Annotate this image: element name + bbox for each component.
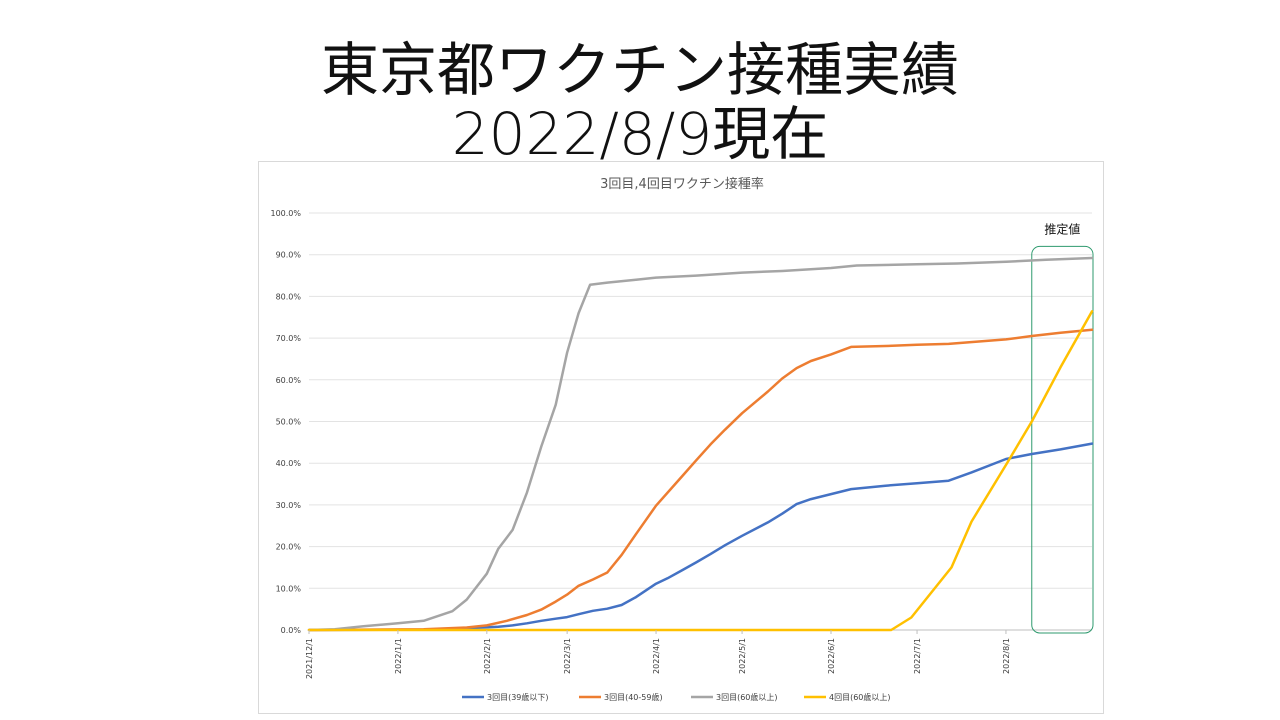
legend-label: 3回目(40-59歳): [604, 692, 663, 702]
series-line-1: [307, 442, 1094, 632]
estimate-label: 推定値: [1044, 221, 1080, 236]
slide-title-line1: 東京都ワクチン接種実績: [320, 36, 959, 104]
legend-label: 3回目(60歳以上): [716, 692, 778, 702]
y-tick-label: 80.0%: [276, 292, 302, 301]
x-tick-label: 2022/4/1: [652, 638, 661, 674]
x-tick-label: 2021/12/1: [305, 638, 314, 679]
y-tick-label: 0.0%: [281, 626, 302, 635]
legend: 3回目(39歳以下) 3回目(40-59歳) 3回目(60歳以上) 4回目(60歳以上…: [462, 692, 891, 702]
y-tick-label: 60.0%: [276, 376, 302, 385]
series-line-2: [307, 328, 1094, 632]
x-tick-label: 2022/8/1: [1002, 638, 1011, 674]
series-lines: [307, 256, 1094, 632]
x-tick-label: 2022/7/1: [913, 638, 922, 674]
x-tick-label: 2022/1/1: [394, 638, 403, 674]
chart-frame: 3回目,4回目ワクチン接種率 推定値 0.0% 10.0% 20.0% 30.0% 40…: [258, 161, 1104, 714]
chart-title: 3回目,4回目ワクチン接種率: [600, 176, 764, 192]
legend-label: 3回目(39歳以下): [487, 692, 549, 702]
y-tick-label: 30.0%: [276, 501, 302, 510]
y-tick-label: 40.0%: [276, 459, 302, 468]
line-chart: 3回目,4回目ワクチン接種率 推定値 0.0% 10.0% 20.0% 30.0% 40…: [270, 176, 1094, 702]
legend-label: 4回目(60歳以上): [829, 692, 891, 702]
x-tick-label: 2022/3/1: [563, 638, 572, 674]
series-line-4: [307, 310, 1094, 632]
gridlines: [309, 212, 1092, 631]
y-tick-label: 20.0%: [276, 543, 302, 552]
y-tick-label: 100.0%: [270, 209, 301, 218]
estimate-annotation: 推定値: [1031, 221, 1094, 634]
y-tick-label: 10.0%: [276, 584, 302, 593]
series-line-3: [307, 256, 1094, 632]
y-tick-label: 90.0%: [276, 251, 302, 260]
axes: 0.0% 10.0% 20.0% 30.0% 40.0% 50.0% 60.0% 70.0% 8…: [270, 209, 1010, 679]
y-tick-label: 50.0%: [276, 418, 302, 427]
estimate-box: [1031, 245, 1094, 634]
slide-title-line2: 2022/8/9現在: [451, 100, 829, 168]
x-tick-label: 2022/6/1: [827, 638, 836, 674]
slide-title: 東京都ワクチン接種実績 2022/8/9現在: [0, 38, 1280, 166]
y-tick-label: 70.0%: [276, 334, 302, 343]
x-tick-label: 2022/2/1: [483, 638, 492, 674]
x-tick-label: 2022/5/1: [738, 638, 747, 674]
